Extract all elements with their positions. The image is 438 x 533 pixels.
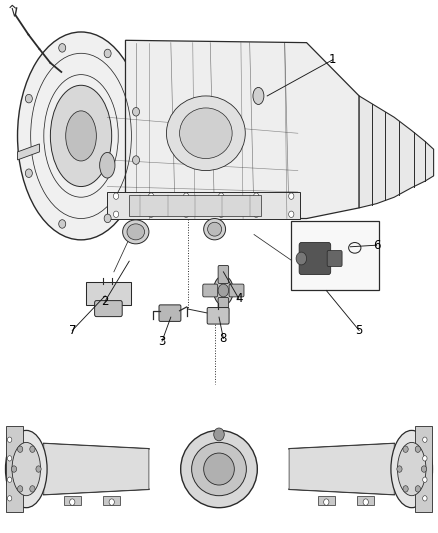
Polygon shape bbox=[125, 41, 359, 219]
Circle shape bbox=[254, 211, 259, 217]
Circle shape bbox=[289, 193, 294, 199]
FancyBboxPatch shape bbox=[218, 265, 229, 284]
Circle shape bbox=[104, 49, 111, 58]
FancyBboxPatch shape bbox=[291, 221, 379, 290]
Circle shape bbox=[70, 499, 75, 505]
Circle shape bbox=[403, 486, 408, 492]
Ellipse shape bbox=[180, 108, 232, 159]
Circle shape bbox=[403, 446, 408, 453]
Circle shape bbox=[148, 211, 154, 217]
Circle shape bbox=[397, 466, 402, 472]
Ellipse shape bbox=[397, 442, 426, 496]
Circle shape bbox=[148, 193, 154, 199]
Polygon shape bbox=[18, 144, 39, 160]
Circle shape bbox=[25, 169, 32, 177]
Circle shape bbox=[324, 499, 329, 505]
Text: 5: 5 bbox=[356, 324, 363, 337]
Ellipse shape bbox=[127, 224, 145, 240]
Circle shape bbox=[25, 94, 32, 103]
Circle shape bbox=[36, 466, 41, 472]
Ellipse shape bbox=[5, 431, 47, 507]
Ellipse shape bbox=[50, 85, 112, 187]
Circle shape bbox=[219, 193, 224, 199]
FancyBboxPatch shape bbox=[95, 301, 122, 317]
Ellipse shape bbox=[180, 431, 257, 507]
Circle shape bbox=[104, 214, 111, 223]
Ellipse shape bbox=[12, 442, 40, 496]
Ellipse shape bbox=[204, 219, 226, 240]
Circle shape bbox=[30, 446, 35, 453]
Circle shape bbox=[59, 220, 66, 228]
Text: 2: 2 bbox=[101, 295, 109, 308]
Ellipse shape bbox=[204, 453, 234, 485]
Polygon shape bbox=[44, 443, 149, 495]
FancyBboxPatch shape bbox=[299, 243, 331, 274]
Circle shape bbox=[59, 44, 66, 52]
Circle shape bbox=[218, 284, 229, 297]
FancyBboxPatch shape bbox=[229, 284, 244, 297]
Circle shape bbox=[423, 456, 427, 461]
Circle shape bbox=[214, 428, 224, 441]
Ellipse shape bbox=[253, 87, 264, 104]
Circle shape bbox=[421, 466, 427, 472]
Ellipse shape bbox=[192, 442, 246, 496]
FancyBboxPatch shape bbox=[103, 496, 120, 505]
Circle shape bbox=[113, 193, 119, 199]
Text: 3: 3 bbox=[159, 335, 166, 348]
FancyBboxPatch shape bbox=[415, 426, 432, 512]
FancyBboxPatch shape bbox=[318, 496, 335, 505]
Circle shape bbox=[423, 496, 427, 501]
Text: 1: 1 bbox=[329, 53, 337, 66]
Circle shape bbox=[18, 446, 23, 453]
Circle shape bbox=[363, 499, 368, 505]
Ellipse shape bbox=[214, 276, 233, 305]
FancyBboxPatch shape bbox=[159, 305, 181, 321]
Circle shape bbox=[415, 486, 420, 492]
Circle shape bbox=[133, 156, 140, 164]
Circle shape bbox=[18, 486, 23, 492]
FancyBboxPatch shape bbox=[6, 426, 23, 512]
Circle shape bbox=[7, 477, 12, 482]
Text: 6: 6 bbox=[373, 239, 381, 252]
FancyBboxPatch shape bbox=[107, 192, 300, 219]
Polygon shape bbox=[289, 443, 394, 495]
Circle shape bbox=[415, 446, 420, 453]
Circle shape bbox=[219, 211, 224, 217]
Circle shape bbox=[113, 211, 119, 217]
FancyBboxPatch shape bbox=[357, 496, 374, 505]
Circle shape bbox=[30, 486, 35, 492]
Ellipse shape bbox=[123, 220, 149, 244]
Circle shape bbox=[133, 108, 140, 116]
Circle shape bbox=[11, 466, 17, 472]
Circle shape bbox=[296, 252, 307, 265]
FancyBboxPatch shape bbox=[327, 251, 342, 266]
Ellipse shape bbox=[66, 111, 96, 161]
Circle shape bbox=[184, 193, 189, 199]
FancyBboxPatch shape bbox=[203, 284, 218, 297]
Text: 8: 8 bbox=[220, 332, 227, 345]
Circle shape bbox=[423, 437, 427, 442]
FancyBboxPatch shape bbox=[86, 282, 131, 305]
Circle shape bbox=[7, 456, 12, 461]
Ellipse shape bbox=[208, 222, 222, 236]
Text: 4: 4 bbox=[235, 292, 243, 305]
Polygon shape bbox=[359, 96, 434, 208]
FancyBboxPatch shape bbox=[129, 195, 261, 216]
Ellipse shape bbox=[99, 152, 115, 178]
Circle shape bbox=[7, 496, 12, 501]
Circle shape bbox=[184, 211, 189, 217]
Circle shape bbox=[7, 437, 12, 442]
FancyBboxPatch shape bbox=[64, 496, 81, 505]
Circle shape bbox=[109, 499, 114, 505]
FancyBboxPatch shape bbox=[218, 297, 229, 316]
FancyBboxPatch shape bbox=[207, 308, 229, 324]
Ellipse shape bbox=[166, 96, 245, 171]
Ellipse shape bbox=[18, 32, 145, 240]
Circle shape bbox=[289, 211, 294, 217]
Circle shape bbox=[423, 477, 427, 482]
Circle shape bbox=[254, 193, 259, 199]
Text: 7: 7 bbox=[68, 324, 76, 337]
Ellipse shape bbox=[391, 431, 432, 507]
